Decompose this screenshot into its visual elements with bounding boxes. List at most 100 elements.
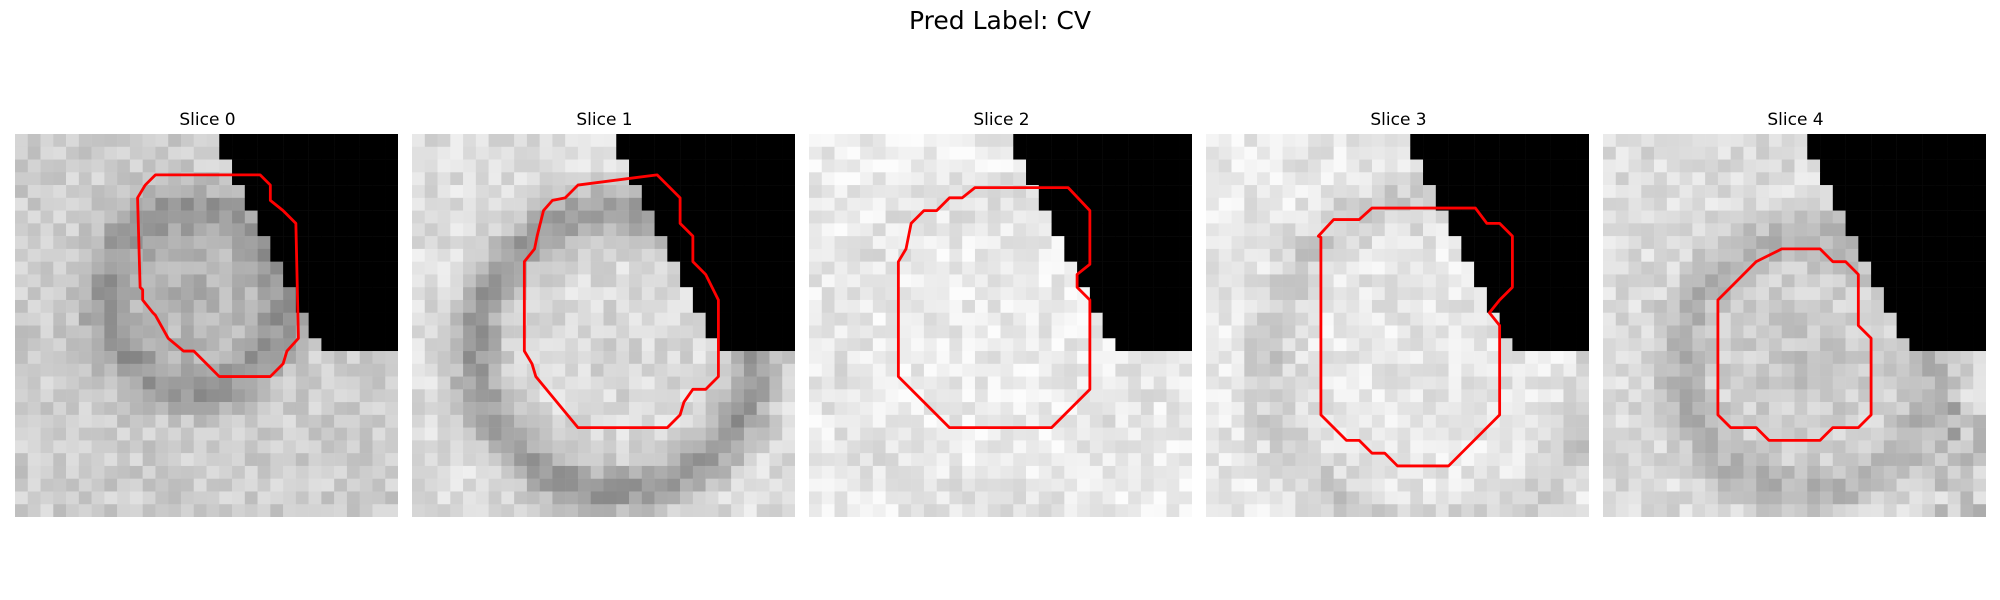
pixel [706, 466, 719, 479]
pixel [130, 377, 143, 390]
pixel [489, 351, 502, 364]
pixel [1244, 262, 1257, 275]
pixel [1283, 466, 1296, 479]
pixel [757, 504, 770, 517]
pixel [1179, 364, 1192, 377]
pixel [270, 428, 283, 441]
pixel [1166, 198, 1179, 211]
pixel [1909, 185, 1922, 198]
pixel [1013, 466, 1026, 479]
pixel [1128, 262, 1141, 275]
pixel [1257, 479, 1270, 492]
pixel [898, 389, 911, 402]
pixel [412, 338, 425, 351]
pixel [706, 185, 719, 198]
pixel [1500, 262, 1513, 275]
pixel [1922, 198, 1935, 211]
pixel [1718, 313, 1731, 326]
pixel [886, 287, 899, 300]
pixel [1321, 262, 1334, 275]
pixel [1576, 402, 1589, 415]
pixel [1115, 147, 1128, 160]
pixel [898, 300, 911, 313]
pixel [1909, 479, 1922, 492]
pixel [1219, 440, 1232, 453]
pixel [552, 377, 565, 390]
pixel [873, 287, 886, 300]
pixel [552, 504, 565, 517]
pixel [117, 453, 130, 466]
pixel [527, 185, 540, 198]
pixel [501, 338, 514, 351]
pixel [1346, 440, 1359, 453]
pixel [769, 134, 782, 147]
pixel [1039, 160, 1052, 173]
pixel [1960, 198, 1973, 211]
pixel [731, 504, 744, 517]
pixel [385, 236, 398, 249]
pixel [604, 313, 617, 326]
pixel [1308, 491, 1321, 504]
pixel [949, 287, 962, 300]
pixel [565, 223, 578, 236]
pixel [1244, 249, 1257, 262]
pixel [412, 466, 425, 479]
pixel [629, 160, 642, 173]
pixel [1667, 491, 1680, 504]
pixel [1013, 134, 1026, 147]
pixel [886, 338, 899, 351]
pixel [117, 440, 130, 453]
pixel [130, 223, 143, 236]
pixel [1219, 338, 1232, 351]
pixel [693, 453, 706, 466]
pixel [1884, 491, 1897, 504]
pixel [706, 351, 719, 364]
pixel [1103, 351, 1116, 364]
pixel [463, 223, 476, 236]
pixel [181, 466, 194, 479]
pixel [117, 504, 130, 517]
pixel [1128, 313, 1141, 326]
pixel [1013, 313, 1026, 326]
pixel [667, 300, 680, 313]
pixel [769, 236, 782, 249]
pixel [540, 147, 553, 160]
pixel [886, 389, 899, 402]
pixel [104, 236, 117, 249]
pixel [296, 351, 309, 364]
pixel [1616, 479, 1629, 492]
pixel [847, 338, 860, 351]
pixel [616, 428, 629, 441]
figure-title: Pred Label: CV [0, 6, 2000, 35]
pixel [578, 198, 591, 211]
pixel [1026, 453, 1039, 466]
pixel [53, 236, 66, 249]
pixel [1244, 326, 1257, 339]
pixel [194, 377, 207, 390]
pixel [79, 287, 92, 300]
pixel [450, 160, 463, 173]
pixel [1115, 160, 1128, 173]
pixel [130, 402, 143, 415]
pixel [1270, 351, 1283, 364]
pixel [769, 223, 782, 236]
pixel [527, 147, 540, 160]
pixel [1001, 479, 1014, 492]
pixel [591, 466, 604, 479]
pixel [1423, 223, 1436, 236]
pixel [1846, 351, 1859, 364]
pixel [347, 491, 360, 504]
pixel [321, 172, 334, 185]
pixel [822, 300, 835, 313]
pixel [489, 313, 502, 326]
pixel [1232, 172, 1245, 185]
pixel [578, 389, 591, 402]
pixel [769, 453, 782, 466]
pixel [41, 440, 54, 453]
pixel [1935, 300, 1948, 313]
pixel [1858, 364, 1871, 377]
pixel [1731, 504, 1744, 517]
pixel [1410, 440, 1423, 453]
pixel [155, 274, 168, 287]
pixel [1013, 377, 1026, 390]
